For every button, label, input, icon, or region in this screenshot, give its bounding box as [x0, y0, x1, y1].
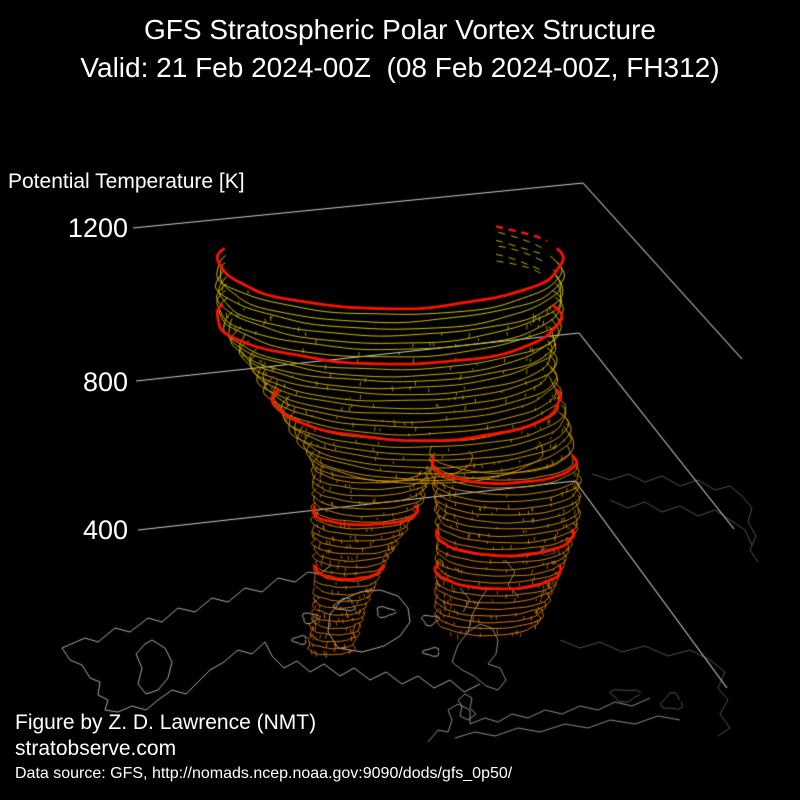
website-line: stratobserve.com: [15, 737, 177, 760]
figure-subtitle-valid-time: Valid: 21 Feb 2024-00Z (08 Feb 2024-00Z,…: [80, 52, 720, 83]
data-source-line: Data source: GFS, http://nomads.ncep.noa…: [15, 765, 513, 782]
z-axis-tick-800: 800: [82, 367, 128, 397]
credit-line: Figure by Z. D. Lawrence (NMT): [15, 711, 317, 734]
figure-title: GFS Stratospheric Polar Vortex Structure: [144, 14, 656, 45]
z-axis-tick-400: 400: [82, 515, 128, 545]
z-axis-label: Potential Temperature [K]: [8, 170, 245, 193]
z-axis-tick-1200: 1200: [67, 213, 128, 243]
